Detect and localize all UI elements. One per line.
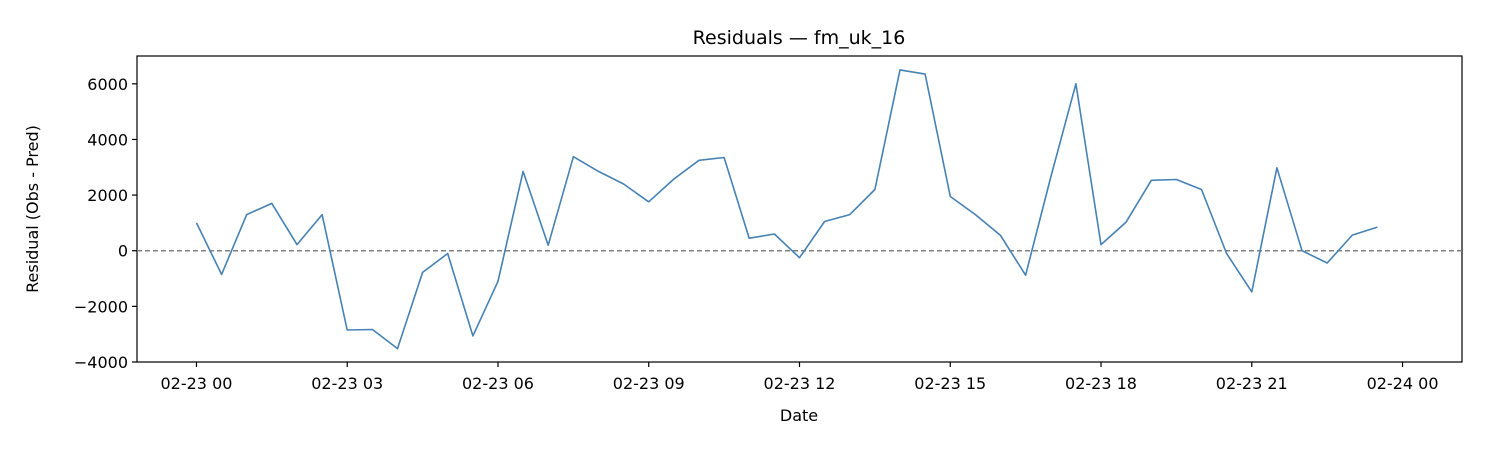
chart-title: Residuals — fm_uk_16 [693, 27, 906, 49]
y-tick-label: 0 [118, 242, 128, 261]
x-tick-label: 02-23 03 [311, 374, 383, 393]
x-tick-label: 02-23 12 [764, 374, 836, 393]
x-tick-label: 02-23 21 [1216, 374, 1288, 393]
y-axis-label: Residual (Obs - Pred) [23, 125, 42, 293]
y-axis: −4000 −2000 0 2000 4000 6000 [74, 75, 137, 372]
y-tick-label: −4000 [74, 353, 128, 372]
y-tick-label: 2000 [87, 186, 128, 205]
y-tick-label: 4000 [87, 130, 128, 149]
x-tick-label: 02-23 09 [613, 374, 685, 393]
x-tick-label: 02-23 15 [914, 374, 986, 393]
x-tick-label: 02-23 06 [462, 374, 534, 393]
x-tick-label: 02-24 00 [1367, 374, 1439, 393]
x-tick-label: 02-23 18 [1065, 374, 1137, 393]
y-tick-label: 6000 [87, 75, 128, 94]
x-axis-label: Date [780, 406, 818, 425]
x-tick-label: 02-23 00 [160, 374, 232, 393]
y-tick-label: −2000 [74, 297, 128, 316]
x-axis: 02-23 00 02-23 03 02-23 06 02-23 09 02-23 12… [160, 362, 1439, 393]
residual-series-line [195, 69, 1378, 350]
